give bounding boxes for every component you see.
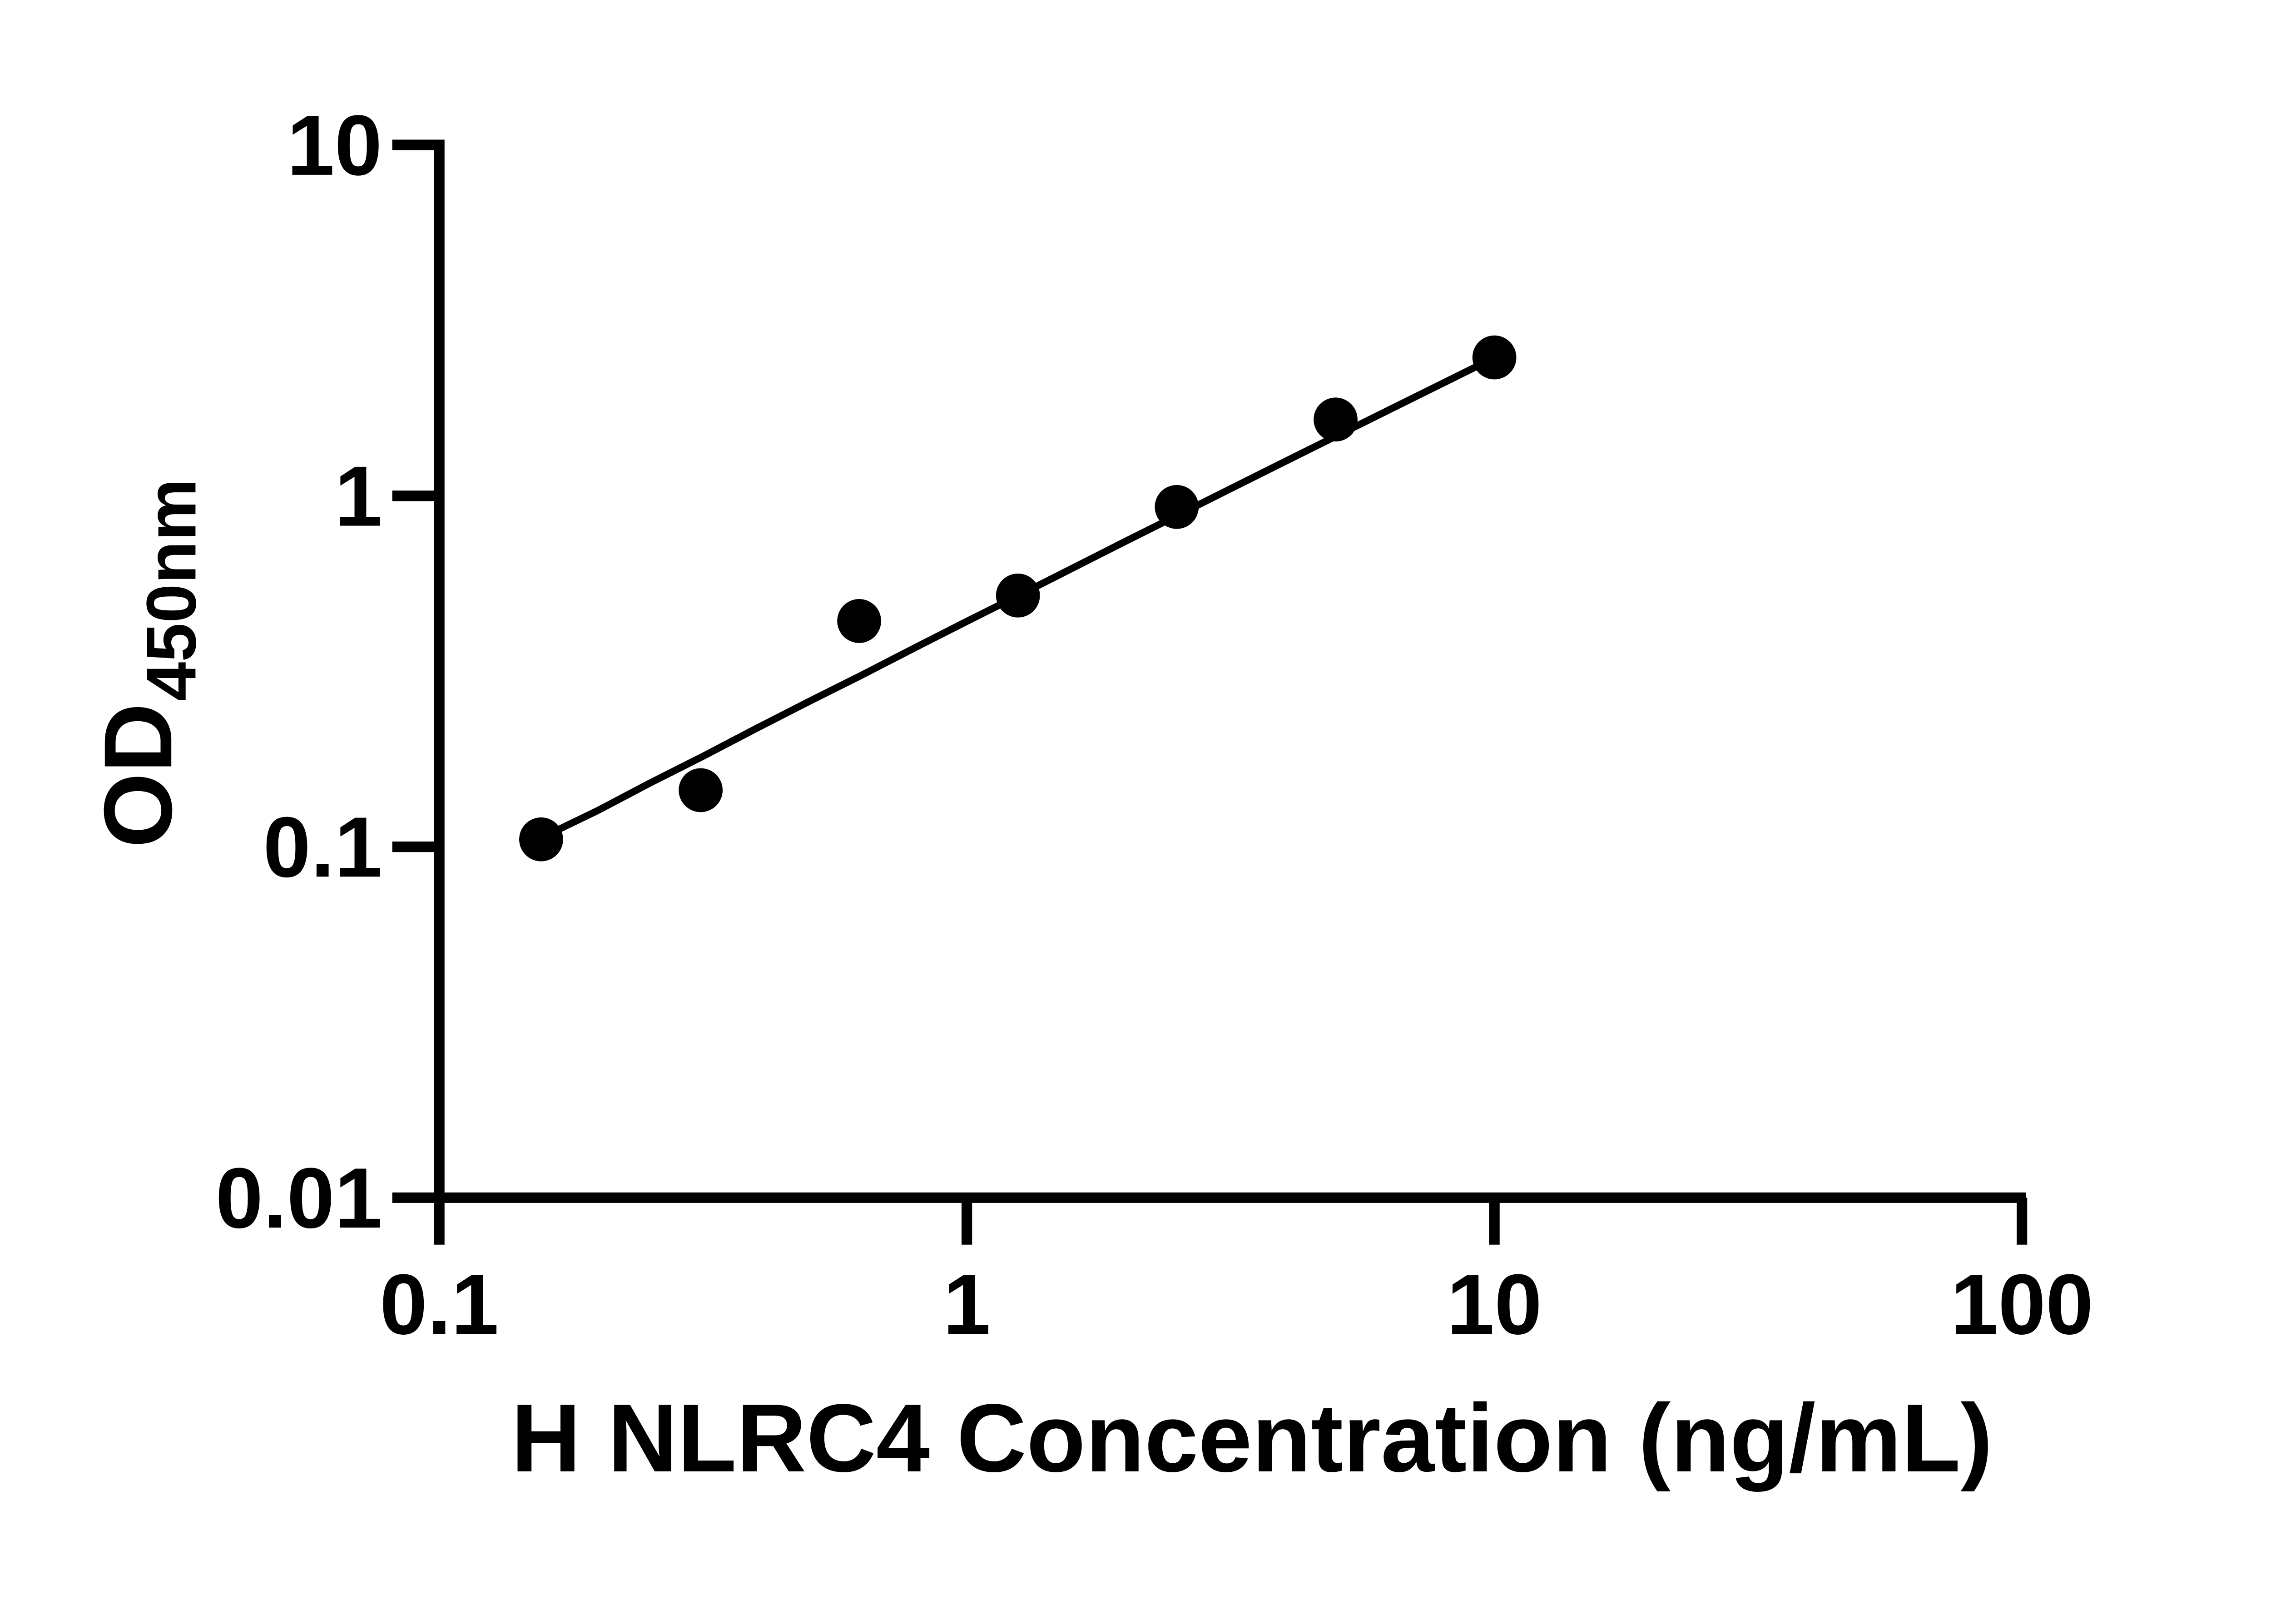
x-tick-label-10: 10 [1447,1256,1542,1352]
y-tick-label-0.01: 0.01 [215,1150,382,1246]
data-point [519,817,563,862]
points-group [519,335,1517,862]
y-axis-title-main: OD [84,703,192,848]
elisa-standard-curve-figure: 10 1 0.1 0.01 0.1 1 10 100 H NLRC4 Concentratio… [84,97,2093,1492]
data-point [679,768,723,812]
axes-group [392,139,2028,1245]
y-axis-title: OD 450nm [84,479,210,848]
y-axis-title-sub: 450nm [132,479,210,701]
y-tick-label-1: 1 [335,448,382,544]
y-tick-label-10: 10 [287,97,382,193]
data-point [837,599,881,643]
data-point [1472,335,1517,380]
chart-svg: 10 1 0.1 0.01 0.1 1 10 100 H NLRC4 Concentratio… [84,97,2093,1492]
y-tick-label-0.1: 0.1 [263,799,382,895]
tick-labels-group: 10 1 0.1 0.01 0.1 1 10 100 [215,97,2093,1352]
data-point [1314,397,1358,442]
data-point [996,573,1040,618]
x-tick-label-1: 1 [943,1256,991,1352]
data-point [1155,485,1199,529]
x-axis-title: H NLRC4 Concentration (ng/mL) [511,1384,1993,1492]
x-tick-label-0.1: 0.1 [380,1256,499,1352]
x-tick-label-100: 100 [1950,1256,2093,1352]
